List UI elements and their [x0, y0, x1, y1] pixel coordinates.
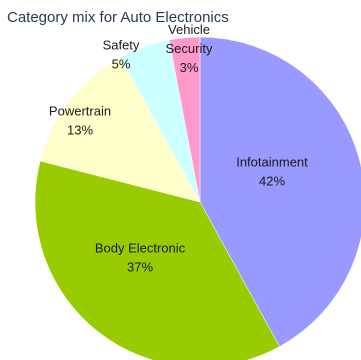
pie-slice-powertrain	[39, 57, 201, 203]
labels-layer: Infotainment 42% Body Electronic 37% Powertr…	[49, 22, 308, 275]
slice-label-powertrain: Powertrain 13%	[49, 104, 111, 138]
slice-value-label: 3%	[180, 60, 199, 75]
slice-label-vehicle-security: Vehicle Security 3%	[166, 22, 213, 75]
pie-slice-vehicle-security	[168, 36, 201, 203]
slice-name-label: Powertrain	[49, 104, 111, 119]
slices-layer	[34, 36, 361, 360]
pie-slice-infotainment	[199, 36, 361, 347]
chart-title: Category mix for Auto Electronics	[7, 9, 229, 26]
slice-value-label: 42%	[259, 174, 285, 189]
slice-label-safety: Safety 5%	[103, 38, 140, 72]
pie-slice-body-electronic	[34, 160, 280, 360]
slice-name-label: Safety	[103, 38, 140, 53]
slice-label-body-electronic: Body Electronic 37%	[95, 241, 186, 275]
slice-name-label: Security	[166, 41, 213, 56]
slice-label-infotainment: Infotainment 42%	[236, 155, 308, 189]
slice-name-label: Body Electronic	[95, 241, 186, 256]
slice-value-label: 13%	[67, 123, 93, 138]
slice-value-label: 37%	[127, 260, 153, 275]
slice-name-label: Vehicle	[168, 22, 210, 37]
slice-value-label: 5%	[112, 57, 131, 72]
slice-name-label: Infotainment	[236, 155, 308, 170]
